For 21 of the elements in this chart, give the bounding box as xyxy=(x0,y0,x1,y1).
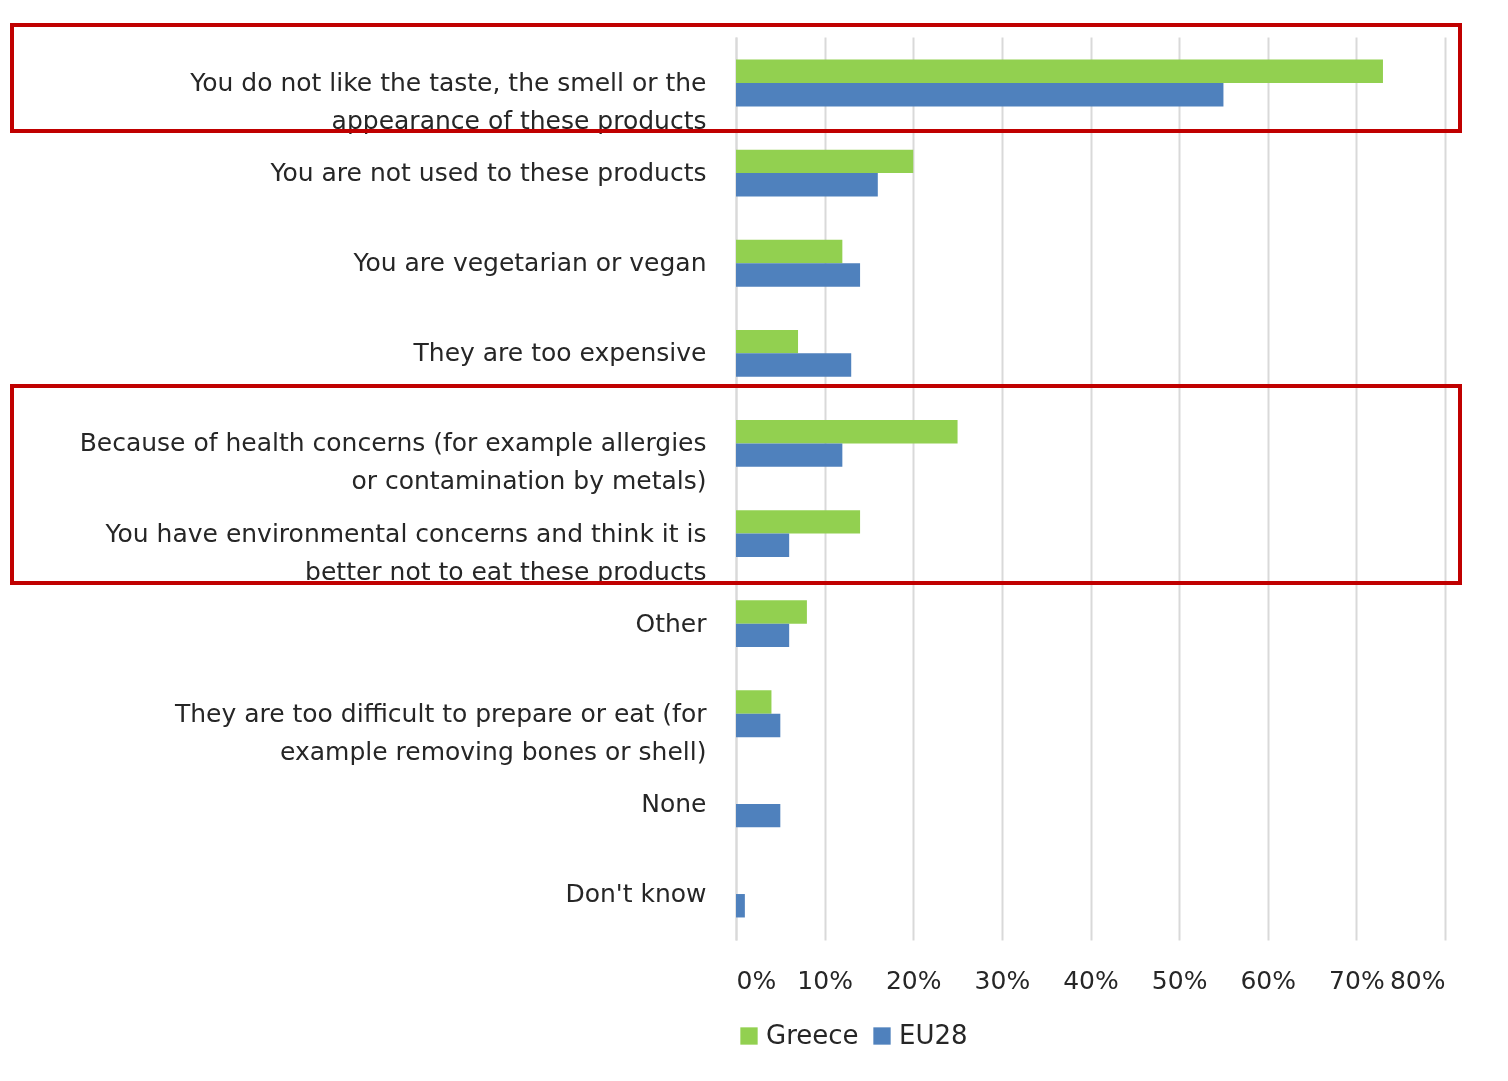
x-tick-label: 0% xyxy=(736,965,777,995)
y-tick-label: You are not used to these products xyxy=(269,158,707,188)
x-tick-label: 30% xyxy=(974,965,1031,995)
y-tick-label: Because of health concerns (for example allergies or contamination by metals) xyxy=(79,428,707,496)
y-tick-label: You are vegetarian or vegan xyxy=(352,248,707,278)
y-tick-label: They are too difficult to prepare or eat (for example removing bones or shell) xyxy=(173,698,708,766)
x-tick-label: 50% xyxy=(1151,965,1208,995)
x-tick-label: 70% xyxy=(1329,965,1385,995)
x-tick-label: 10% xyxy=(797,965,853,995)
y-tick-label: Don't know xyxy=(565,879,707,909)
y-tick-label: You have environmental concerns and think it is better not to eat these products xyxy=(104,518,707,586)
x-tick-label: 20% xyxy=(885,965,942,995)
y-tick-label: Other xyxy=(635,608,708,638)
x-tick-label: 40% xyxy=(1063,965,1119,995)
y-tick-label: They are too expensive xyxy=(412,338,707,368)
legend-label: EU28 xyxy=(899,1020,968,1050)
x-tick-label: 60% xyxy=(1240,965,1297,995)
y-tick-label: None xyxy=(641,788,707,818)
y-tick-label: You do not like the taste, the smell or the appearance of these products xyxy=(189,67,707,135)
x-tick-label: 80% xyxy=(1389,965,1446,995)
legend-label: Greece xyxy=(766,1020,859,1050)
